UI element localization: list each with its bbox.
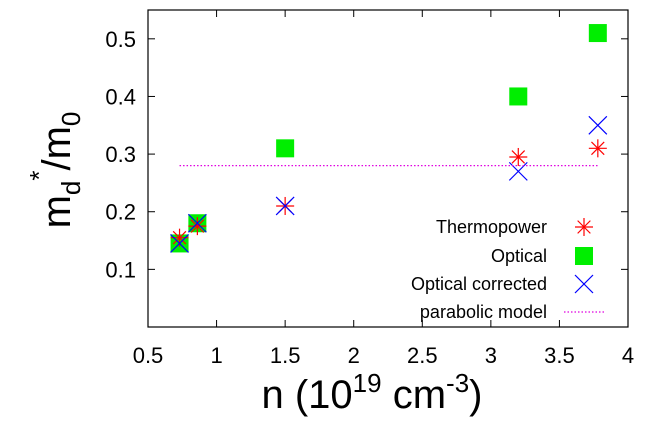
thermopower-point <box>588 139 607 158</box>
x-tick-label: 1 <box>210 343 222 368</box>
asterisk-stroke <box>577 220 591 234</box>
asterisk-stroke <box>190 219 205 233</box>
asterisk-stroke <box>511 150 526 164</box>
x-stroke <box>574 274 594 294</box>
x-tick-label: 2 <box>348 343 360 368</box>
x-tick-label: 3.5 <box>544 343 575 368</box>
plot-frame <box>147 9 629 328</box>
data-marks <box>170 24 608 253</box>
asterisk-stroke <box>172 230 187 245</box>
x-stroke <box>508 161 528 181</box>
legend: Thermopower Optical Optical corrected parab… <box>411 217 604 322</box>
legend-swatch-optical <box>575 247 593 265</box>
x-tick-label: 3 <box>485 343 497 368</box>
x-axis-ticks: 0.5 1 1.5 2 2.5 3 3.5 4 <box>133 10 634 368</box>
optical-point <box>509 87 528 106</box>
thermopower-point <box>188 217 207 236</box>
x-stroke <box>588 115 608 135</box>
thermopower-point <box>509 147 528 166</box>
x-stroke <box>170 234 189 253</box>
x-stroke <box>187 213 207 233</box>
y-tick-label: 0.2 <box>105 200 136 225</box>
legend-label-parabolic-model: parabolic model <box>420 302 547 322</box>
x-tick-label: 1.5 <box>270 343 301 368</box>
asterisk-stroke <box>591 141 605 156</box>
x-tick-label: 4 <box>622 343 634 368</box>
x-tick-label: 0.5 <box>133 343 164 368</box>
y-tick-label: 0.4 <box>105 84 136 109</box>
optical-corrected-point <box>275 196 295 216</box>
legend-label-optical: Optical <box>491 246 547 266</box>
x-stroke <box>275 196 295 216</box>
legend-swatch-thermopower <box>575 218 593 236</box>
x-tick-label: 2.5 <box>407 343 438 368</box>
y-axis-label: md*/m0 <box>24 112 86 229</box>
y-tick-label: 0.1 <box>105 257 136 282</box>
y-tick-label: 0.3 <box>105 142 136 167</box>
y-axis-ticks: 0.1 0.2 0.3 0.4 0.5 <box>105 27 628 282</box>
legend-label-thermopower: Thermopower <box>436 217 547 237</box>
optical-corrected-point <box>187 213 207 233</box>
optical-point <box>588 24 607 43</box>
optical-corrected-point <box>170 234 189 253</box>
legend-swatch-optical-corrected <box>574 274 594 294</box>
y-tick-label: 0.5 <box>105 27 136 52</box>
optical-point <box>276 139 295 158</box>
optical-corrected-point <box>588 115 608 135</box>
x-axis-label: n (1019 cm-3) <box>262 368 483 417</box>
legend-label-optical-corrected: Optical corrected <box>411 274 547 294</box>
